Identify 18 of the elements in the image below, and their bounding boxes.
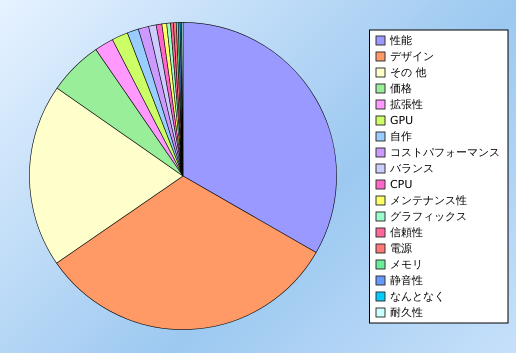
- legend-label: メンテナンス性: [390, 194, 467, 207]
- legend-label: CPU: [390, 178, 412, 191]
- legend-label: バランス: [389, 162, 434, 175]
- legend-label: なんとなく: [390, 290, 445, 303]
- legend-label: 静音性: [390, 274, 423, 287]
- legend-label: GPU: [390, 114, 414, 127]
- legend-label: コストパフォーマンス: [390, 146, 500, 159]
- legend-label: 価格: [390, 82, 412, 95]
- legend-label: グラフィックス: [390, 210, 467, 223]
- legend-label: 電源: [390, 242, 412, 255]
- legend-label: 自作: [390, 130, 412, 143]
- legend-label: 耐久性: [390, 306, 423, 319]
- legend-label: 信頼性: [390, 226, 423, 239]
- legend-label: デザイン: [390, 50, 434, 63]
- legend-label: メモリ: [390, 258, 423, 271]
- legend-label: その 他: [390, 66, 426, 79]
- legend-label: 性能: [389, 34, 412, 47]
- legend-label: 拡張性: [390, 98, 423, 111]
